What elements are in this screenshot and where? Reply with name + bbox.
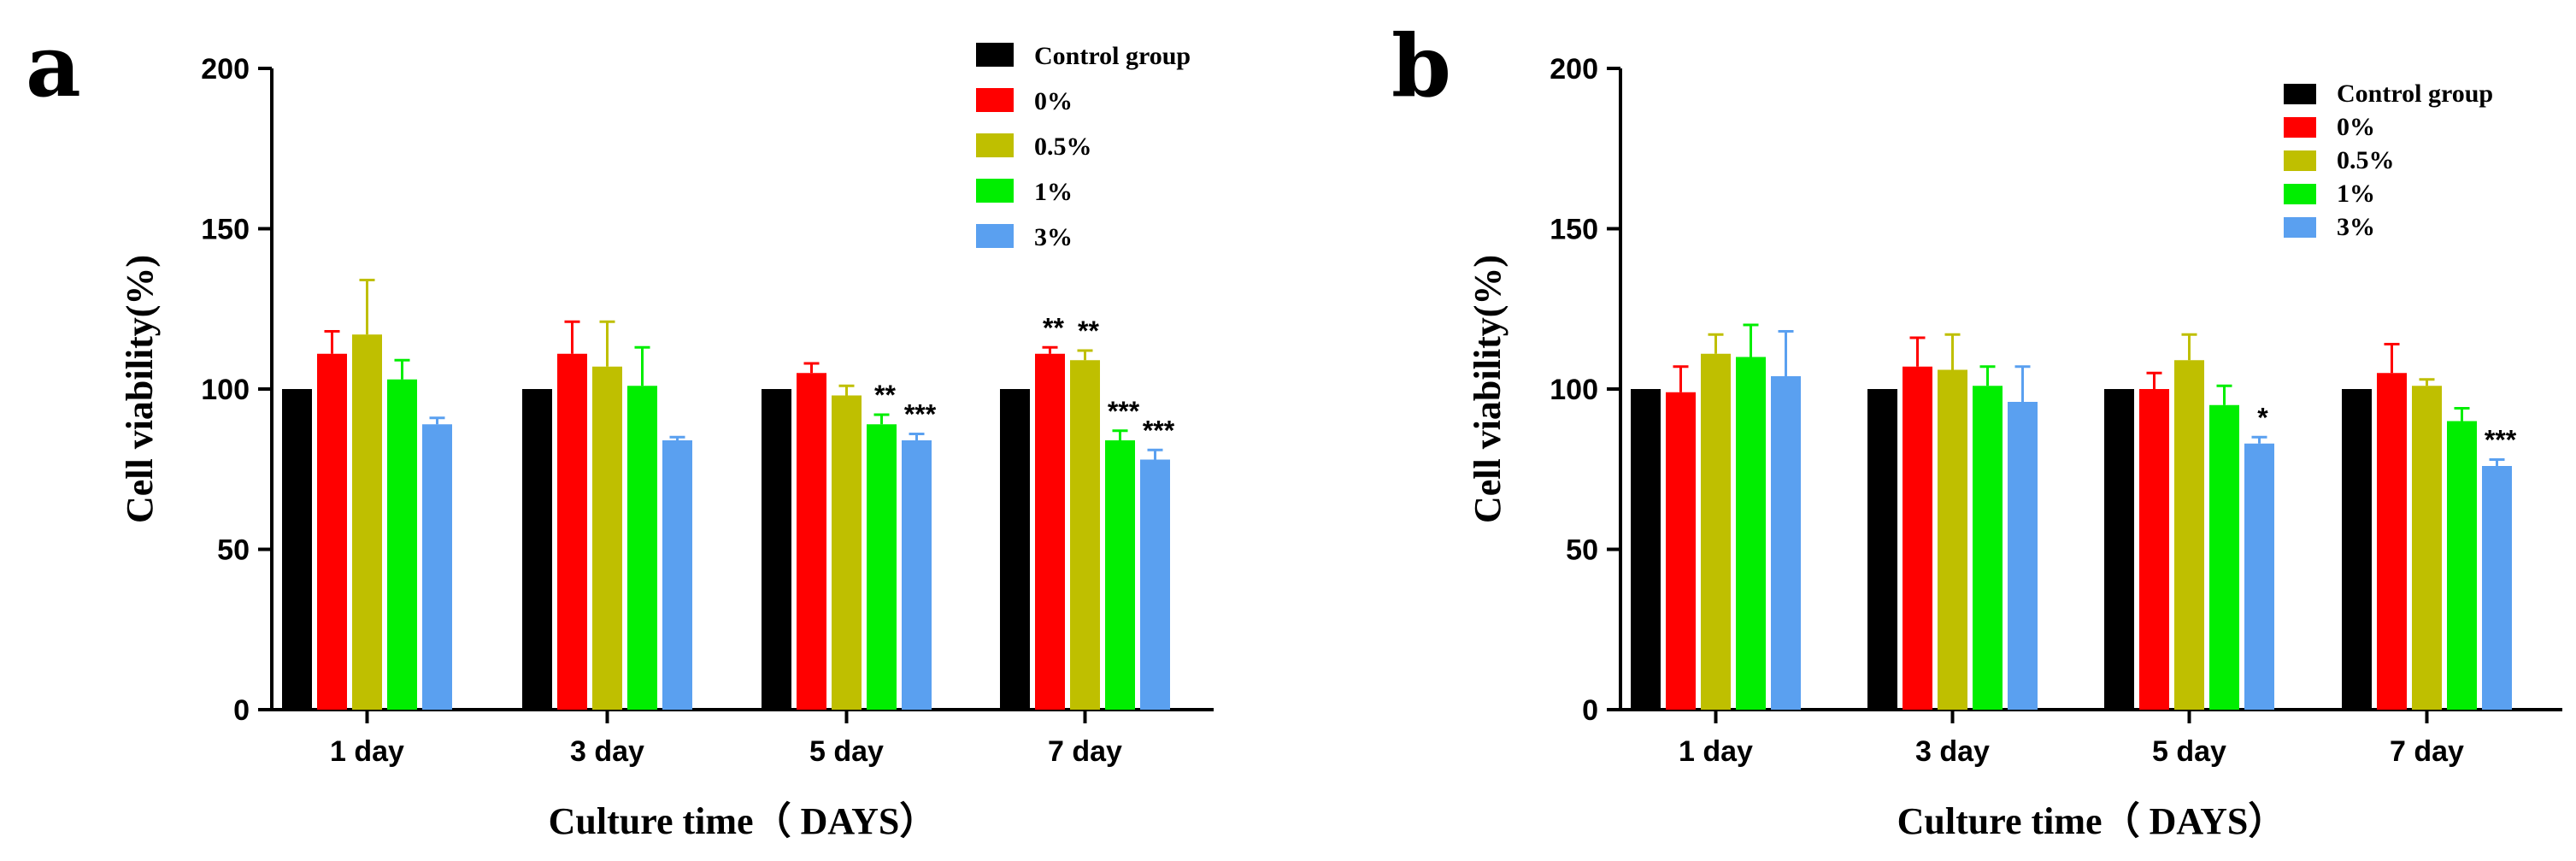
legend-swatch xyxy=(2284,217,2316,238)
significance-marker: * xyxy=(2257,402,2268,433)
bar-7-day-4 xyxy=(2482,466,2512,710)
bar-7-day-2 xyxy=(2412,386,2442,710)
legend-swatch xyxy=(976,224,1014,248)
y-tick-label: 50 xyxy=(217,534,250,567)
bar-7-day-0 xyxy=(1000,389,1030,710)
bar-1-day-1 xyxy=(1666,392,1696,710)
bar-1-day-0 xyxy=(282,389,312,710)
significance-marker: *** xyxy=(904,399,937,430)
y-axis-title: Cell viability(%) xyxy=(119,255,161,523)
bar-1-day-2 xyxy=(1701,353,1731,710)
bar-7-day-1 xyxy=(1035,353,1065,710)
bar-7-day-3 xyxy=(1105,440,1135,710)
significance-marker: ** xyxy=(874,380,896,410)
legend-label: 0.5% xyxy=(1034,133,1092,161)
x-tick-label: 1 day xyxy=(1679,735,1753,768)
y-tick-label: 100 xyxy=(1550,374,1598,406)
y-tick-label: 150 xyxy=(201,214,250,246)
legend-swatch xyxy=(2284,150,2316,171)
bar-5-day-3 xyxy=(2209,404,2239,710)
panel-a-letter: a xyxy=(26,15,81,116)
x-tick-label: 7 day xyxy=(1048,735,1122,768)
x-tick-label: 5 day xyxy=(2152,735,2226,768)
legend-swatch xyxy=(2284,84,2316,104)
bar-5-day-2 xyxy=(832,395,862,710)
y-tick-label: 50 xyxy=(1566,534,1598,567)
legend-label: 0% xyxy=(2337,113,2375,141)
significance-marker: *** xyxy=(1108,396,1140,427)
y-tick-label: 0 xyxy=(1582,694,1598,727)
significance-marker: *** xyxy=(2485,425,2517,456)
legend-label: Control group xyxy=(1034,42,1191,70)
x-tick-label: 3 day xyxy=(570,735,644,768)
x-tick-label: 3 day xyxy=(1915,735,1990,768)
bar-1-day-3 xyxy=(1736,357,1766,710)
y-tick-label: 150 xyxy=(1550,214,1598,246)
legend-swatch xyxy=(976,133,1014,157)
legend-label: Control group xyxy=(2337,80,2493,108)
panel-a-chart: a 0 50 100 150 200 Cell viability(%) 1 day 3 da… xyxy=(26,15,1214,842)
bar-3-day-3 xyxy=(627,386,657,710)
x-tick-label: 7 day xyxy=(2390,735,2464,768)
y-tick-label: 200 xyxy=(1550,53,1598,86)
bar-1-day-4 xyxy=(422,424,452,710)
y-tick-label: 100 xyxy=(201,374,250,406)
bar-3-day-1 xyxy=(1903,366,1932,710)
significance-marker: *** xyxy=(1143,415,1175,445)
legend-label: 3% xyxy=(1034,223,1073,251)
x-axis-title: Culture time（ DAYS） xyxy=(1897,800,2286,842)
bar-5-day-4 xyxy=(902,440,932,710)
significance-marker: ** xyxy=(1043,312,1064,343)
bar-1-day-4 xyxy=(1771,376,1801,710)
bar-3-day-0 xyxy=(522,389,552,710)
bar-7-day-2 xyxy=(1070,360,1100,710)
bar-3-day-4 xyxy=(662,440,692,710)
legend-swatch xyxy=(976,179,1014,203)
bar-5-day-1 xyxy=(2139,389,2169,710)
bar-7-day-1 xyxy=(2377,373,2407,710)
bar-1-day-3 xyxy=(387,379,417,710)
x-tick-label: 5 day xyxy=(809,735,884,768)
bar-7-day-3 xyxy=(2447,421,2477,710)
bar-3-day-2 xyxy=(592,366,622,710)
x-axis-title: Culture time（ DAYS） xyxy=(549,800,938,842)
legend-swatch xyxy=(2284,117,2316,138)
bar-3-day-4 xyxy=(2008,402,2038,710)
significance-marker: ** xyxy=(1078,316,1099,346)
legend-swatch xyxy=(976,88,1014,112)
bar-5-day-1 xyxy=(797,373,826,710)
bar-7-day-0 xyxy=(2342,389,2372,710)
bar-5-day-3 xyxy=(867,424,897,710)
bar-5-day-0 xyxy=(2104,389,2134,710)
bar-3-day-2 xyxy=(1938,369,1967,710)
y-axis-title: Cell viability(%) xyxy=(1467,255,1509,523)
legend-label: 0.5% xyxy=(2337,146,2395,174)
legend-label: 1% xyxy=(2337,180,2375,208)
bar-3-day-1 xyxy=(557,353,587,710)
bar-5-day-0 xyxy=(762,389,791,710)
bar-7-day-4 xyxy=(1140,459,1170,710)
bar-1-day-0 xyxy=(1631,389,1661,710)
legend-swatch xyxy=(976,43,1014,67)
bar-3-day-3 xyxy=(1973,386,2003,710)
y-tick-label: 200 xyxy=(201,53,250,86)
legend-label: 3% xyxy=(2337,213,2375,241)
y-tick-label: 0 xyxy=(233,694,250,727)
legend-label: 0% xyxy=(1034,87,1073,115)
legend-swatch xyxy=(2284,184,2316,204)
x-tick-label: 1 day xyxy=(330,735,404,768)
bar-5-day-4 xyxy=(2244,443,2274,710)
bar-1-day-2 xyxy=(352,334,382,710)
panel-b-chart: b 0 50 100 150 200 Cell viability(%) 1 day 3 da… xyxy=(1391,15,2562,842)
panel-b-letter: b xyxy=(1391,15,1451,116)
legend-label: 1% xyxy=(1034,178,1073,206)
bar-1-day-1 xyxy=(317,353,347,710)
bar-5-day-2 xyxy=(2174,360,2204,710)
bar-3-day-0 xyxy=(1867,389,1897,710)
